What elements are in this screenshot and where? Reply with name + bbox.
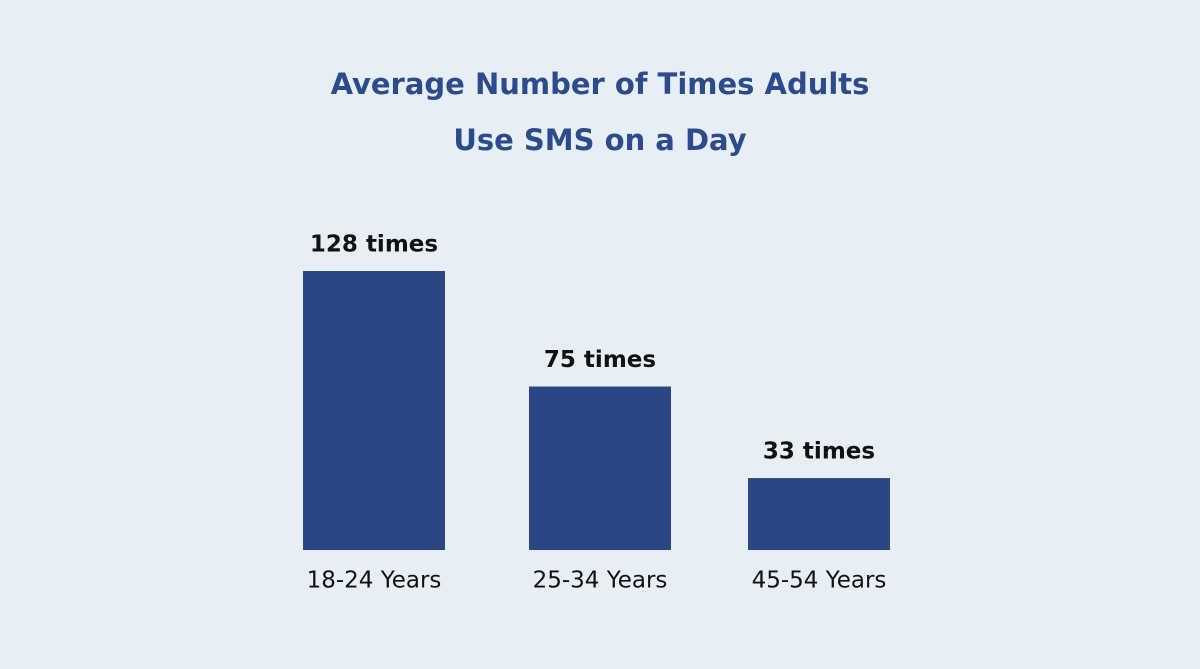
value-label: 75 times [544,347,656,373]
bar [303,271,445,550]
bar [748,478,890,550]
bar [529,386,671,550]
x-tick-label: 18-24 Years [307,568,442,594]
chart-title: Average Number of Times Adults [331,67,870,101]
x-tick-label: 45-54 Years [752,568,887,594]
value-label: 33 times [763,439,875,465]
x-tick-label: 25-34 Years [533,568,668,594]
value-label: 128 times [310,232,438,258]
chart-title: Use SMS on a Day [453,123,746,157]
